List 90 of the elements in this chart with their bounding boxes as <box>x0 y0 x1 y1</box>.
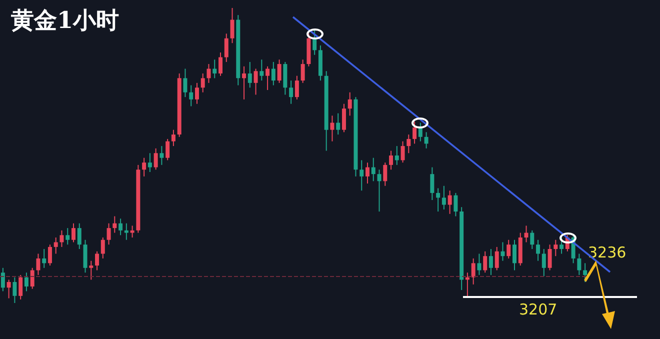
candlestick <box>154 148 158 170</box>
candlestick <box>248 61 252 88</box>
candlestick <box>254 68 258 96</box>
candlestick <box>218 52 222 76</box>
candlestick <box>348 92 352 116</box>
candlestick <box>60 230 64 248</box>
candlestick <box>77 222 82 250</box>
candlestick <box>89 260 94 280</box>
candlestick <box>42 248 46 268</box>
candlestick <box>224 33 228 62</box>
candlestick <box>583 262 588 283</box>
candlestick <box>72 222 76 243</box>
candlestick <box>6 279 11 299</box>
candlestick <box>130 225 134 238</box>
candlestick <box>300 59 305 84</box>
candlestick <box>536 239 540 262</box>
candlestick <box>166 138 170 161</box>
candlestick <box>342 103 346 133</box>
candlestick <box>560 237 564 254</box>
candlestick <box>394 146 399 166</box>
candlestick <box>0 267 5 292</box>
candlestick <box>66 228 70 246</box>
candlestick <box>106 222 111 246</box>
candlestick <box>212 59 217 79</box>
candlestick <box>471 258 476 285</box>
candlestick <box>148 152 152 173</box>
candlestick <box>294 75 299 100</box>
candlestick <box>406 134 411 154</box>
candlestick <box>242 66 246 100</box>
candlestick <box>283 61 288 96</box>
candlestick <box>30 267 34 290</box>
candlestick <box>48 244 52 266</box>
candlestick <box>577 253 582 276</box>
candlestick <box>118 218 123 236</box>
annotation: 3207 <box>519 300 558 318</box>
candlestick <box>424 132 428 149</box>
candlestick <box>95 250 100 271</box>
candlestick <box>360 160 364 192</box>
candlestick <box>124 222 128 240</box>
candlestick <box>506 239 511 259</box>
candlestick <box>512 239 516 271</box>
candlestick <box>206 64 211 84</box>
candlestick <box>330 115 334 142</box>
candlestick <box>200 72 205 93</box>
candlestick <box>83 239 88 274</box>
candlestick <box>260 59 264 82</box>
candlestick <box>100 237 105 259</box>
candlestick <box>12 276 17 304</box>
candlestick <box>189 84 194 107</box>
candlestick <box>477 253 482 276</box>
candlestick <box>336 112 340 136</box>
candlestick <box>112 216 117 234</box>
candlestick <box>371 157 376 182</box>
candlestick <box>418 122 422 142</box>
candlestick <box>383 162 388 186</box>
candlestick <box>18 274 23 300</box>
candlestick <box>24 272 28 292</box>
candlestick <box>542 248 546 277</box>
candlestick <box>554 239 558 257</box>
candlestick <box>436 188 440 212</box>
candlestick <box>488 248 493 276</box>
candlestick <box>494 246 499 271</box>
candlestick <box>36 253 40 276</box>
candlestick <box>183 68 188 98</box>
candlestick <box>230 7 234 44</box>
candlestick <box>142 157 146 177</box>
annotation: 3236 <box>588 244 626 262</box>
candlestick <box>277 59 282 84</box>
candlestick <box>412 121 417 144</box>
candlestick <box>160 146 164 166</box>
candlestick <box>454 192 458 217</box>
candlestick <box>400 140 405 164</box>
candlestick <box>194 82 199 104</box>
candlestick <box>377 169 382 212</box>
candlestick <box>483 250 488 274</box>
candlestick <box>171 129 176 147</box>
candlestick <box>530 230 534 250</box>
candlestick <box>266 66 270 90</box>
candlestick <box>442 185 446 210</box>
candlestick <box>289 80 294 104</box>
candlestick <box>430 166 434 201</box>
candlestick <box>500 242 505 262</box>
candlestick <box>548 244 552 271</box>
candlestick <box>524 225 528 243</box>
candlestick <box>271 61 276 86</box>
candlestick <box>389 150 394 170</box>
candlestick <box>448 190 452 214</box>
candlestick <box>54 237 58 254</box>
chart-title: 黄金1小时 <box>10 7 120 34</box>
candlestick <box>366 162 370 184</box>
